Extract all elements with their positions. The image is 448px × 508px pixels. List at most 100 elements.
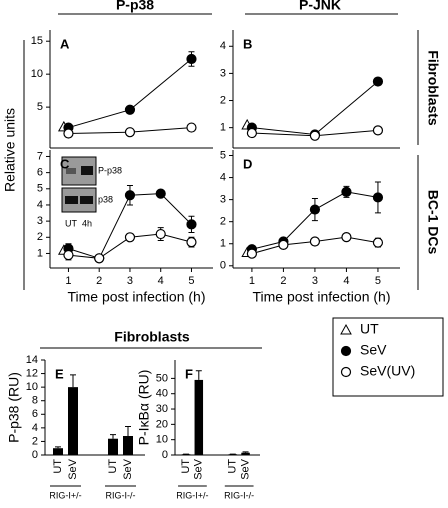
marker (278, 239, 289, 250)
y-label: P-p38 (RU) (6, 372, 22, 443)
column-title: P-p38 (116, 0, 154, 13)
error-bar (242, 451, 249, 453)
marker (63, 249, 74, 261)
bar (53, 448, 63, 455)
panel-label: C (60, 156, 70, 171)
y-tick-label: 3 (220, 67, 226, 79)
y-tick-label: 14 (26, 354, 38, 366)
band (80, 196, 93, 204)
y-tick-label: 4 (32, 422, 38, 434)
bar (241, 452, 250, 455)
y-tick-label: 20 (156, 418, 168, 430)
y-tick-label: 10 (156, 434, 168, 446)
column-title: P-JNK (299, 0, 341, 13)
marker (340, 345, 352, 357)
group-label: RIG-I-/- (106, 490, 136, 500)
x-tick-label: UT (107, 459, 119, 474)
marker (155, 188, 166, 199)
y-tick-label: 4 (220, 171, 226, 183)
marker (186, 122, 197, 133)
band (65, 196, 78, 204)
x-tick-label: 2 (96, 275, 102, 287)
y-tick-label: 2 (37, 231, 43, 243)
marker (186, 237, 197, 248)
y-tick-label: 2 (220, 94, 226, 106)
band (81, 166, 93, 175)
section-title: Fibroblasts (114, 329, 190, 345)
marker (186, 53, 197, 65)
marker (246, 127, 258, 139)
marker (309, 236, 321, 247)
series-line (251, 81, 379, 135)
y-tick-label: 3 (37, 215, 43, 227)
blot-label: P-p38 (98, 165, 122, 175)
marker (372, 125, 384, 136)
y-tick-label: 5 (220, 149, 226, 161)
y-tick-label: 0 (32, 449, 38, 461)
error-bar (125, 426, 131, 436)
x-tick-label: 1 (249, 275, 255, 287)
band (66, 168, 76, 174)
bar (194, 379, 204, 455)
x-tick-label: 1 (65, 275, 71, 287)
marker (63, 128, 74, 139)
y-tick-label: 10 (31, 68, 43, 80)
bar (123, 436, 133, 455)
legend-box (332, 317, 444, 397)
marker (124, 104, 136, 115)
x-label: Time post infection (h) (253, 289, 391, 305)
bar (181, 454, 191, 455)
x-tick-label: 4 (158, 275, 164, 287)
x-tick-label: SeV (193, 458, 205, 479)
bar (228, 454, 238, 455)
y-tick-label: 6 (32, 408, 38, 420)
row-title: Fibroblasts (425, 50, 441, 126)
error-bar (70, 374, 76, 388)
x-tick-label: 2 (280, 275, 286, 287)
y-tick-label: 4 (220, 40, 226, 52)
y-tick-label: 1 (220, 122, 226, 134)
legend-label: SeV(UV) (360, 363, 415, 379)
y-tick-label: 5 (37, 183, 43, 195)
marker (124, 127, 136, 138)
y-tick-label: 3 (220, 194, 226, 206)
marker (186, 219, 197, 230)
group-label: RIG-I-/- (224, 490, 254, 500)
y-tick-label: 15 (31, 35, 43, 47)
marker (340, 323, 352, 335)
legend-label: SeV (360, 342, 387, 358)
y-tick-label: 6 (37, 167, 43, 179)
y-tick-label: 30 (156, 403, 168, 415)
panel-label: E (55, 366, 64, 381)
inset-blot: P-p38 p38 UT 4h (61, 156, 122, 228)
y-tick-label: 0 (162, 449, 168, 461)
marker (124, 190, 136, 201)
error-bar (55, 446, 61, 449)
y-tick-label: 5 (37, 101, 43, 113)
lane-label: 4h (82, 218, 92, 228)
y-tick-label: 12 (26, 367, 38, 379)
y-tick-label: 40 (156, 388, 168, 400)
row-title: BC-1 DCs (425, 190, 441, 255)
x-label: Time post infection (h) (68, 289, 206, 305)
marker (94, 253, 105, 264)
panel-label: A (60, 36, 70, 51)
y-tick-label: 2 (220, 216, 226, 228)
panel-label: B (243, 36, 252, 51)
marker (340, 366, 352, 378)
marker (155, 228, 166, 240)
error-bar (195, 370, 202, 380)
marker (372, 192, 384, 203)
x-tick-label: SeV (67, 458, 79, 479)
x-tick-label: UT (180, 459, 192, 474)
x-tick-label: 5 (188, 275, 194, 287)
x-tick-label: 3 (127, 275, 133, 287)
series-line (68, 58, 192, 129)
y-tick-label: 0 (220, 260, 226, 272)
marker (341, 186, 352, 198)
marker (372, 237, 384, 248)
y-tick-label: 1 (37, 247, 43, 259)
x-tick-label: UT (227, 459, 239, 474)
